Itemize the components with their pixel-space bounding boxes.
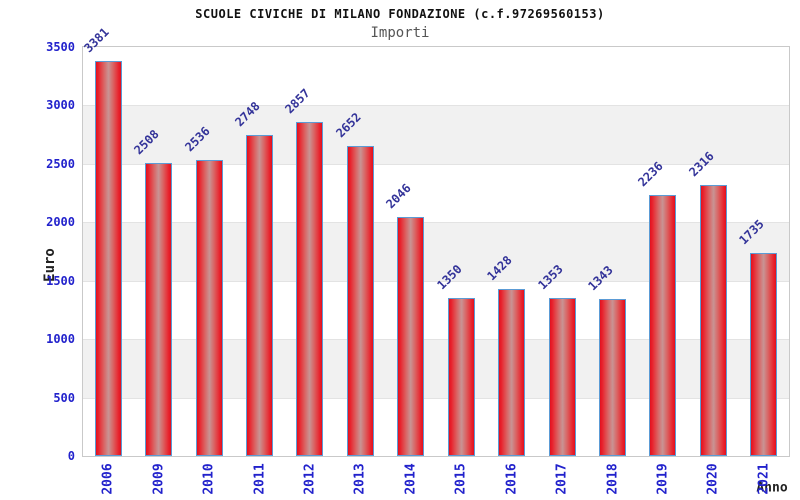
plot-area [82,46,790,457]
bar-2011 [246,134,273,456]
y-tick-label: 0 [67,449,75,463]
x-tick-label: 2006 [100,463,116,495]
chart-subtitle: Importi [370,25,430,41]
x-tick-label: 2012 [302,463,318,495]
gridline [83,280,789,282]
bar-2009 [145,162,173,456]
x-tick-label: 2014 [403,463,419,495]
x-tick-label: 2009 [151,463,167,495]
x-tick-label: 2020 [705,463,721,495]
x-tick-label: 2016 [504,463,520,495]
bar-2019 [649,194,677,456]
x-tick-label: 2011 [252,463,267,495]
x-tick-label: 2019 [655,463,671,495]
y-tick-label: 1500 [46,273,75,288]
grid-band [83,105,789,164]
bar-2013 [346,146,374,456]
bar-2014 [397,216,425,456]
y-tick-label: 3000 [46,98,75,113]
gridline [83,397,789,399]
x-tick-label: 2018 [605,463,620,495]
y-tick-label: 1000 [46,332,75,347]
x-axis-title: Anno [756,480,788,496]
gridline [83,339,789,341]
bar-2018 [599,299,626,456]
gridline [83,163,789,165]
x-tick-label: 2021 [756,463,772,495]
bar-2017 [548,297,576,456]
bar-2021 [750,253,778,456]
y-tick-label: 500 [53,390,75,405]
gridline [83,222,789,224]
x-tick-label: 2017 [554,463,570,495]
bar-2020 [699,185,727,456]
bar-2015 [447,298,475,456]
y-tick-label: 2500 [46,156,75,171]
grid-band [83,222,789,281]
y-tick-label: 2000 [46,215,75,230]
bar-2010 [195,159,223,456]
bar-2006 [94,60,122,456]
bar-2016 [498,289,526,456]
bar-2012 [296,122,324,456]
y-tick-label: 3500 [46,40,75,54]
x-tick-label: 2013 [352,463,368,495]
x-tick-label: 2010 [201,463,217,495]
chart-title: SCUOLE CIVICHE DI MILANO FONDAZIONE (c.f… [195,7,605,21]
x-tick-label: 2015 [453,463,469,495]
gridline [83,105,789,107]
grid-band [83,339,789,398]
